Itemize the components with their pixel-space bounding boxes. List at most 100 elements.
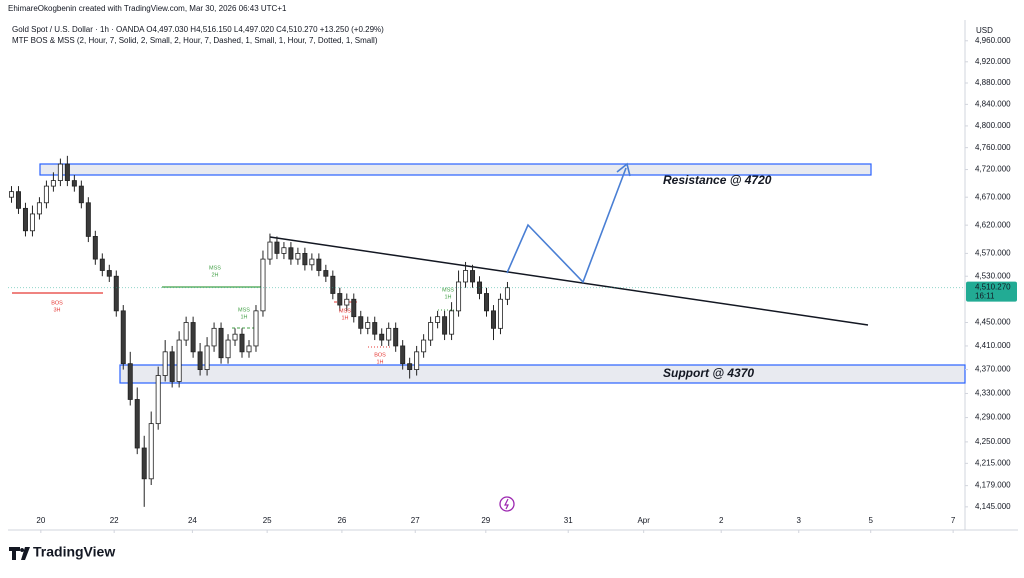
candle-body	[414, 351, 420, 370]
annotation-timeframe: 1H	[444, 294, 451, 300]
candle-body	[169, 351, 175, 382]
candle-body	[15, 191, 21, 209]
y-tick-label: 4,760.000	[975, 143, 1011, 152]
candle-body	[162, 351, 168, 376]
projection-path	[506, 167, 627, 284]
candle-body	[330, 275, 336, 294]
candle-body	[8, 191, 14, 198]
candle-body	[211, 327, 217, 347]
candle-body	[253, 310, 259, 347]
candle-body	[302, 253, 308, 266]
candle-body	[71, 180, 77, 187]
annotation-kind: MSS	[339, 308, 351, 314]
candle-body	[274, 241, 280, 254]
candle-body	[337, 293, 343, 306]
candle-body	[344, 298, 350, 306]
y-tick-label: 4,670.000	[975, 192, 1011, 201]
candle-body	[239, 333, 245, 353]
y-tick-label: 4,620.000	[975, 220, 1011, 229]
candle-body	[43, 185, 49, 204]
y-tick-label: 4,960.000	[975, 36, 1011, 45]
candle-body	[106, 270, 112, 277]
candle-body	[281, 247, 287, 254]
candle-body	[155, 375, 161, 425]
candle-body	[379, 333, 385, 341]
candle-body	[351, 298, 357, 318]
last-price-label: 4,510.270	[975, 283, 1011, 292]
candle-body	[148, 423, 154, 480]
annotation-kind: MSS	[238, 307, 250, 313]
candle-body	[218, 327, 224, 359]
candle-body	[309, 258, 315, 266]
x-tick-label: 22	[110, 516, 119, 525]
annotation-kind: MSS	[209, 265, 221, 271]
x-tick-label: 5	[868, 516, 873, 525]
annotation-timeframe: 1H	[376, 359, 383, 365]
candle-body	[470, 270, 476, 283]
annotation-kind: BOS	[374, 352, 386, 358]
x-tick-label: 29	[481, 516, 490, 525]
candle-body	[176, 339, 182, 382]
annotation-timeframe: 1H	[341, 315, 348, 321]
candle-body	[323, 270, 329, 277]
events-icon[interactable]	[499, 496, 515, 512]
candle-body	[372, 322, 378, 335]
x-tick-label: Apr	[637, 516, 650, 525]
x-tick-label: 7	[951, 516, 956, 525]
zone-label: Resistance @ 4720	[663, 173, 772, 187]
trend-line	[269, 236, 869, 326]
candle-body	[113, 275, 119, 312]
candle-body	[442, 316, 448, 335]
indicator-info: MTF BOS & MSS (2, Hour, 7, Solid, 2, Sma…	[12, 36, 378, 45]
y-tick-label: 4,570.000	[975, 249, 1011, 258]
candle-body	[225, 339, 231, 359]
annotation-kind: BOS	[51, 300, 63, 306]
countdown-label: 16:11	[975, 292, 995, 301]
symbol-info: Gold Spot / U.S. Dollar · 1h · OANDA O4,…	[12, 25, 384, 34]
y-tick-label: 4,250.000	[975, 437, 1011, 446]
candle-body	[29, 213, 35, 232]
zone-label: Support @ 4370	[663, 366, 754, 380]
candle-body	[407, 363, 413, 370]
candle-body	[428, 322, 434, 341]
brand-name: TradingView	[33, 544, 115, 560]
y-tick-label: 4,370.000	[975, 365, 1011, 374]
annotation-timeframe: 3H	[53, 307, 60, 313]
candle-body	[64, 163, 70, 181]
projection-arrowhead	[616, 162, 631, 177]
x-tick-label: 31	[564, 516, 573, 525]
candle-body	[365, 322, 371, 329]
candle-body	[260, 258, 266, 312]
x-tick-label: 2	[719, 516, 724, 525]
resistance-zone	[39, 163, 872, 176]
y-tick-label: 4,800.000	[975, 121, 1011, 130]
candle-body	[456, 281, 462, 312]
candle-body	[120, 310, 126, 365]
candle-body	[204, 345, 210, 370]
x-tick-label: 24	[188, 516, 197, 525]
candle-body	[183, 322, 189, 341]
brand-logo	[9, 547, 30, 560]
candle-body	[435, 316, 441, 323]
candle-body	[78, 185, 84, 204]
candles	[8, 155, 510, 507]
candle-body	[246, 345, 252, 353]
y-tick-label: 4,410.000	[975, 341, 1011, 350]
candle-body	[490, 310, 496, 329]
candle-body	[393, 327, 399, 347]
y-tick-label: 4,450.000	[975, 318, 1011, 327]
candle-body	[127, 363, 133, 400]
candle-body	[36, 202, 42, 215]
candle-body	[484, 293, 489, 312]
last-price-tag	[966, 281, 1017, 302]
annotation-timeframe: 1H	[240, 314, 247, 320]
credit: EhimareOkogbenin created with TradingVie…	[8, 4, 287, 13]
candle-body	[504, 287, 510, 300]
x-tick-label: 25	[263, 516, 272, 525]
y-tick-label: 4,179.000	[975, 481, 1011, 490]
support-zone	[119, 364, 966, 384]
currency-label: USD	[976, 26, 993, 35]
candle-body	[57, 163, 63, 181]
